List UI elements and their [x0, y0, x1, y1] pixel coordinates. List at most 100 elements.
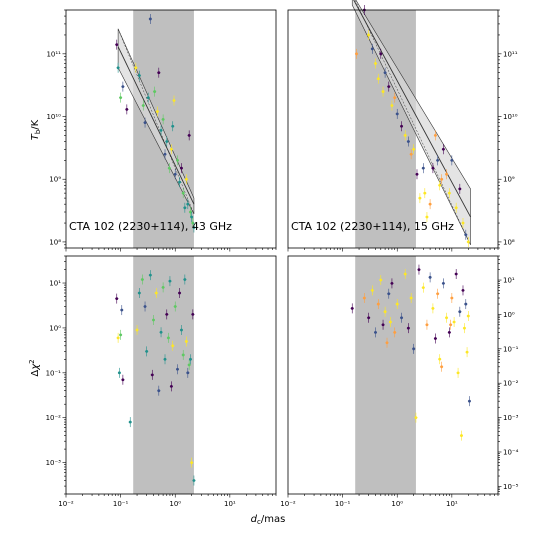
data-point-marker — [137, 74, 141, 77]
data-point — [188, 354, 192, 365]
data-point — [433, 333, 437, 344]
data-point — [464, 299, 468, 310]
data-point-marker — [374, 331, 377, 334]
data-point-marker — [153, 90, 157, 93]
data-point-marker — [125, 107, 129, 111]
data-point-marker — [376, 77, 380, 81]
data-point — [425, 211, 429, 222]
data-point-marker — [146, 96, 150, 100]
data-point-marker — [383, 310, 387, 314]
data-point — [161, 282, 165, 293]
axes-frame — [287, 255, 499, 495]
panel-chi2-15ghz: 10⁻² 10⁻¹ 10⁰ 10¹ 10⁻⁵ 10⁻⁴ 10⁻³ 10⁻² 10⁻¹ 10⁰ 10¹ — [280, 255, 519, 508]
data-point — [145, 346, 149, 357]
data-point — [390, 100, 394, 111]
panel-label: CTA 102 (2230+114), 43 GHz — [69, 220, 232, 233]
data-point — [464, 229, 468, 240]
data-point-marker — [374, 62, 377, 65]
data-point-marker — [461, 288, 465, 292]
data-point — [425, 319, 429, 330]
data-point-marker — [121, 378, 125, 382]
data-point — [179, 324, 183, 335]
data-point-marker — [157, 71, 161, 75]
data-point-marker — [458, 187, 462, 191]
data-point-marker — [464, 302, 468, 306]
data-point-marker — [116, 66, 120, 70]
data-point — [370, 285, 374, 296]
data-point-marker — [406, 326, 410, 330]
data-point-marker — [417, 268, 421, 272]
data-point — [115, 39, 119, 50]
y-tick-label: 10¹ — [49, 280, 61, 288]
y-axis-title-chi2: Δχ2 — [28, 359, 41, 376]
data-point — [140, 274, 144, 285]
data-point — [433, 130, 437, 141]
data-point — [436, 288, 440, 299]
data-point — [421, 282, 425, 293]
data-point — [403, 268, 407, 279]
panel-label: CTA 102 (2230+114), 15 GHz — [291, 220, 454, 233]
data-point — [120, 305, 124, 316]
data-point — [423, 188, 427, 199]
data-point-marker — [428, 275, 432, 279]
data-point — [373, 58, 377, 69]
data-point-marker — [121, 85, 125, 89]
data-point — [175, 155, 179, 166]
data-point — [116, 62, 120, 73]
data-point — [187, 130, 191, 141]
data-point — [175, 364, 179, 375]
data-point-marker — [466, 314, 470, 318]
data-point — [148, 13, 152, 24]
x-tick-label: 10⁻² — [280, 500, 296, 508]
data-point — [119, 329, 123, 340]
data-point-marker — [159, 330, 163, 334]
data-point-marker — [387, 292, 391, 296]
data-point-marker — [468, 399, 471, 403]
data-point-marker — [186, 202, 190, 206]
data-point-marker — [441, 281, 445, 285]
data-point — [431, 163, 435, 174]
data-point-marker — [184, 177, 188, 181]
data-point-marker — [412, 147, 416, 151]
data-point — [417, 264, 421, 275]
data-point — [458, 183, 462, 194]
data-point-marker — [445, 172, 448, 176]
data-point — [418, 193, 422, 204]
y-tick-label: 10⁰ — [503, 311, 515, 319]
data-point — [373, 327, 377, 338]
data-point-marker — [454, 206, 458, 210]
data-point-marker — [452, 320, 456, 324]
data-point-marker — [183, 278, 187, 281]
data-point — [121, 374, 125, 385]
data-point-marker — [466, 240, 470, 244]
data-point — [362, 293, 366, 304]
data-point — [157, 67, 161, 78]
data-point-marker — [181, 191, 185, 195]
data-point — [153, 86, 157, 97]
data-point — [169, 381, 173, 392]
data-point — [462, 323, 466, 334]
data-point — [146, 92, 150, 103]
data-point — [403, 130, 407, 141]
data-point-marker — [415, 172, 419, 176]
data-point — [379, 48, 383, 59]
x-tick-label: 10¹ — [224, 500, 236, 508]
data-point — [187, 359, 191, 370]
data-point-marker — [355, 52, 358, 56]
y-tick-label: 10⁻¹ — [503, 345, 519, 353]
y-tick-label: 10⁻¹ — [46, 369, 62, 377]
data-point — [395, 299, 399, 310]
data-point-marker — [140, 278, 144, 281]
data-point-marker — [440, 177, 444, 181]
data-point — [441, 278, 445, 289]
y-tick-label: 10⁹ — [49, 176, 61, 184]
data-point — [436, 155, 440, 166]
data-point-marker — [168, 279, 172, 283]
data-point — [466, 236, 470, 247]
data-point — [171, 340, 175, 351]
data-point — [128, 417, 132, 428]
data-point-marker — [189, 357, 192, 361]
data-point-marker — [119, 96, 123, 100]
data-point — [171, 121, 175, 132]
